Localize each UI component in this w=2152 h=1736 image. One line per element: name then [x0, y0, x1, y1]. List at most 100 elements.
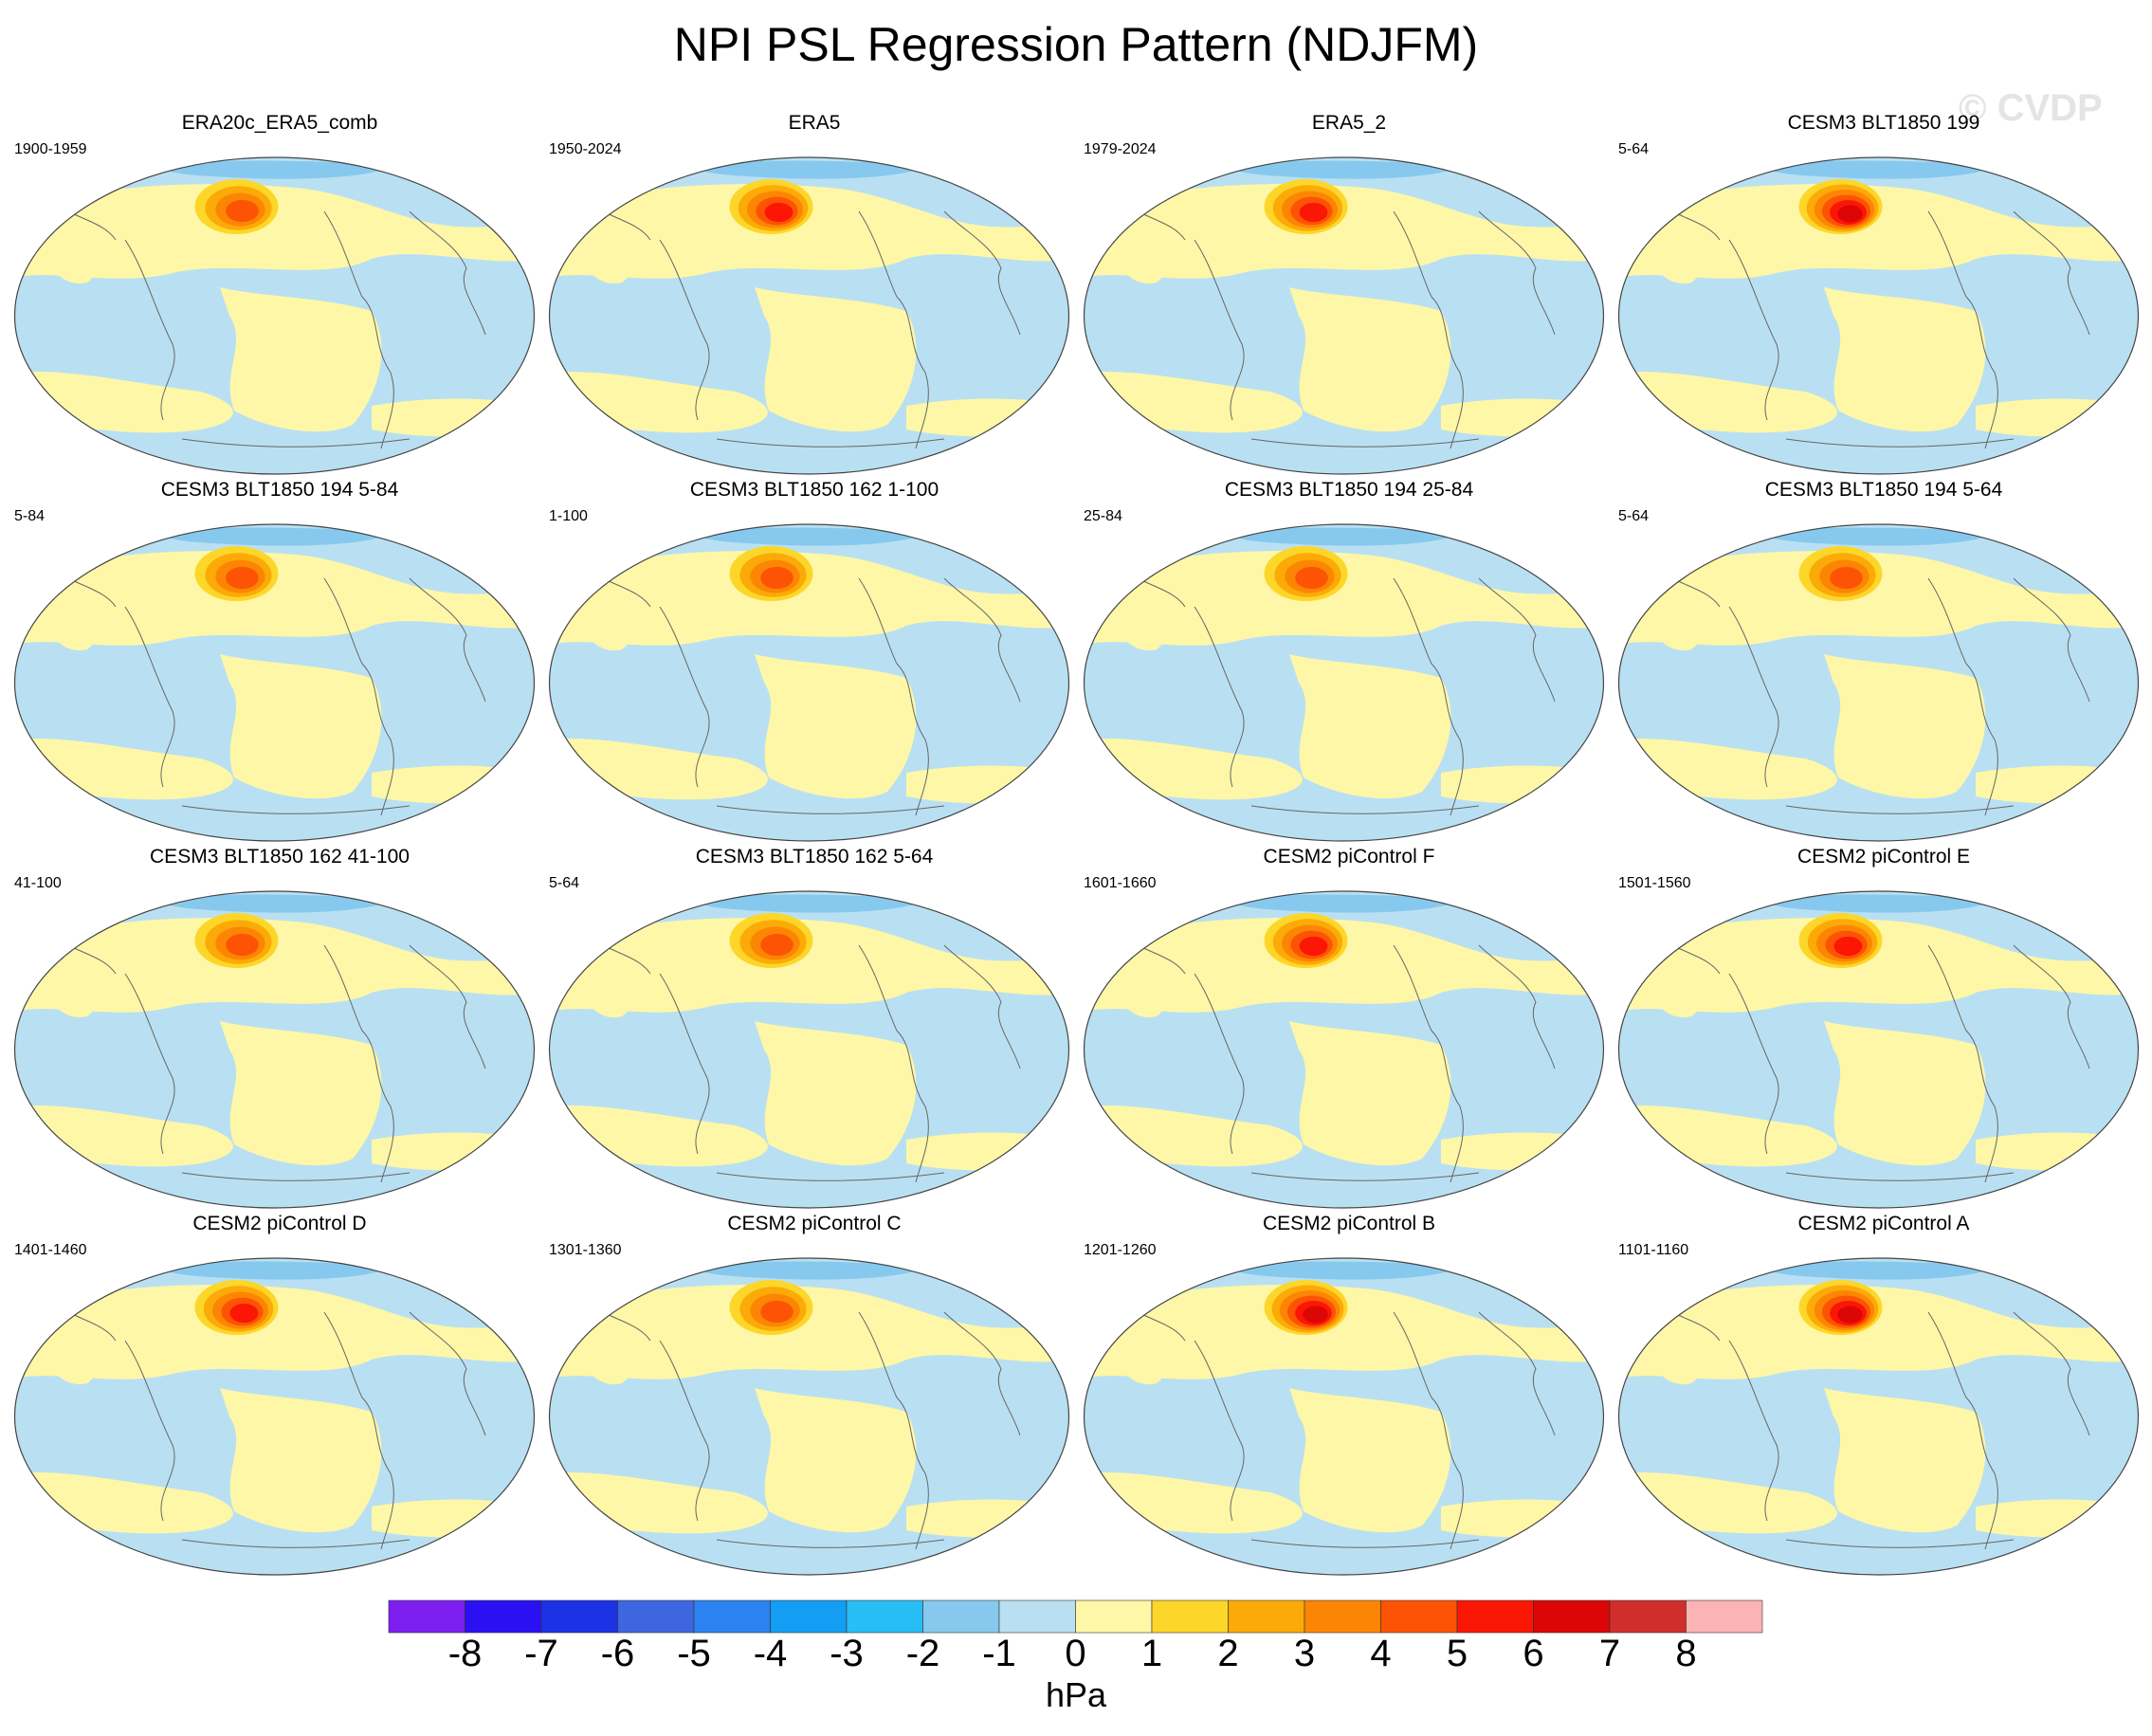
map-panel: CESM3 BLT1850 194 25-84 25-84	[1081, 479, 1617, 844]
map-panel: CESM2 piControl A 1101-1160	[1615, 1213, 2152, 1578]
positive-anomaly-region	[14, 918, 535, 1013]
coastline	[181, 438, 410, 448]
map-border	[1617, 523, 2140, 842]
colorbar-swatch	[770, 1599, 848, 1634]
polar-low-region	[154, 527, 391, 546]
panel-period: 1601-1660	[1084, 875, 1157, 891]
panel-period: 1201-1260	[1084, 1242, 1157, 1258]
npi-high-contour	[1837, 1306, 1863, 1324]
colorbar-swatch	[1151, 1599, 1229, 1634]
colorbar-tick-label: 0	[1065, 1633, 1086, 1674]
map-globe	[1083, 523, 1605, 842]
coastline	[409, 577, 486, 703]
positive-anomaly-region	[549, 918, 1069, 1013]
coastline	[409, 1311, 486, 1436]
positive-anomaly-region	[1084, 184, 1604, 279]
colorbar-swatch	[540, 1599, 618, 1634]
npi-high-contour	[760, 566, 793, 590]
positive-anomaly-region	[549, 184, 1069, 279]
map-border	[13, 523, 536, 842]
colorbar-tick-label: -5	[677, 1633, 711, 1674]
colorbar-tick-label: 6	[1523, 1633, 1544, 1674]
panel-period: 1501-1560	[1618, 875, 1691, 891]
panel-period: 41-100	[14, 875, 62, 891]
npi-high-contour	[764, 202, 793, 223]
colorbar-tick-label: -1	[982, 1633, 1016, 1674]
polar-low-region	[1223, 894, 1460, 913]
positive-anomaly-region	[1441, 1499, 1604, 1538]
coastline	[1393, 944, 1464, 1183]
coastline	[1478, 1311, 1556, 1436]
polar-low-region	[1223, 160, 1460, 179]
map-border	[1617, 156, 2140, 475]
coastline	[1194, 1340, 1245, 1522]
coastline	[716, 1172, 945, 1181]
positive-anomaly-region	[549, 551, 1069, 646]
coastline	[943, 577, 1021, 703]
positive-anomaly-region	[906, 765, 1069, 804]
coastline	[659, 606, 710, 788]
positive-anomaly-region	[755, 1021, 917, 1166]
npi-high-contour	[226, 199, 259, 223]
colorbar-tick-label: 1	[1140, 1633, 1163, 1674]
coastline	[1250, 1539, 1480, 1548]
panel-period: 5-84	[14, 508, 46, 524]
coastline	[1194, 606, 1245, 788]
polar-low-region	[1223, 1261, 1460, 1280]
positive-anomaly-region	[14, 184, 535, 279]
positive-anomaly-region	[1657, 978, 1702, 1017]
npi-high-contour	[1833, 936, 1863, 957]
coastline	[943, 210, 1021, 336]
npi-high-contour	[760, 1300, 793, 1324]
positive-anomaly-region	[549, 1285, 1069, 1380]
panel-period: 1950-2024	[549, 141, 622, 157]
polar-low-region	[688, 894, 925, 913]
positive-anomaly-region	[1824, 654, 1986, 799]
positive-anomaly-region	[1618, 918, 2139, 1013]
map-panel: CESM3 BLT1850 194 5-84 5-84	[11, 479, 548, 844]
colorbar-tick-label: -4	[753, 1633, 788, 1674]
coastline	[323, 577, 394, 816]
coastline	[181, 1539, 410, 1548]
panel-period: 1979-2024	[1084, 141, 1157, 157]
coastline	[1728, 1340, 1779, 1522]
coastline	[1393, 577, 1464, 816]
positive-anomaly-region	[220, 287, 382, 432]
coastline	[1927, 1311, 1998, 1550]
map-border	[13, 156, 536, 475]
map-panel: ERA20c_ERA5_comb 1900-1959	[11, 112, 548, 477]
panel-period: 5-64	[1618, 141, 1650, 157]
coastline	[1393, 210, 1464, 449]
map-border	[1617, 890, 2140, 1209]
map-globe	[1617, 1257, 2140, 1576]
map-panel: ERA5 1950-2024	[546, 112, 1083, 477]
colorbar-swatch	[1304, 1599, 1381, 1634]
colorbar-tick-label: -2	[905, 1633, 940, 1674]
positive-anomaly-region	[1289, 1021, 1451, 1166]
positive-anomaly-region	[906, 398, 1069, 437]
panel-period: 25-84	[1084, 508, 1122, 524]
polar-low-region	[688, 1261, 925, 1280]
npi-high-contour	[226, 933, 259, 957]
coastline	[1785, 438, 2015, 448]
coastline	[716, 1539, 945, 1548]
positive-anomaly-region	[755, 1388, 917, 1533]
coastline	[323, 1311, 394, 1550]
map-globe	[548, 523, 1070, 842]
positive-anomaly-region	[755, 287, 917, 432]
positive-anomaly-region	[14, 1285, 535, 1380]
npi-high-contour	[760, 933, 793, 957]
polar-low-region	[1223, 527, 1460, 546]
panel-title: ERA5	[788, 112, 841, 134]
map-panel: CESM3 BLT1850 162 41-100 41-100	[11, 846, 548, 1211]
panel-period: 1301-1360	[549, 1242, 622, 1258]
map-globe	[1083, 1257, 1605, 1576]
panel-title: CESM3 BLT1850 199	[1787, 112, 1980, 134]
panel-period: 1-100	[549, 508, 588, 524]
map-panel: CESM2 piControl D 1401-1460	[11, 1213, 548, 1578]
panel-title: CESM3 BLT1850 194 5-64	[1764, 479, 2003, 501]
colorbar-tick-label: -7	[524, 1633, 558, 1674]
npi-high-contour	[1830, 566, 1863, 590]
coastline	[181, 1172, 410, 1181]
positive-anomaly-region	[1824, 1388, 1986, 1533]
